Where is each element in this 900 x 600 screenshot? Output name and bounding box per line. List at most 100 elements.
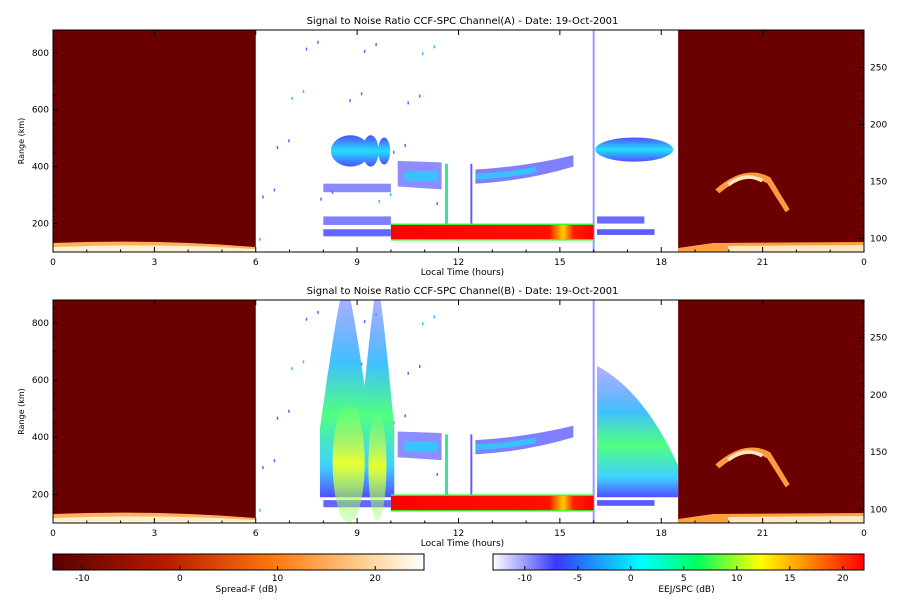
y-tick-label: 600 xyxy=(32,376,49,386)
scatter-dot xyxy=(320,197,322,201)
colorbar-tick-label: -10 xyxy=(517,574,532,584)
scatter-dot xyxy=(302,90,305,94)
scatter-dot xyxy=(433,45,435,49)
layer-afternoon-170km xyxy=(597,229,655,235)
scatter-dot xyxy=(273,459,276,463)
scatter-dot xyxy=(436,202,439,206)
colorbar-label: Spread-F (dB) xyxy=(216,585,278,595)
scatter-dot xyxy=(291,367,293,371)
vertical-marker-16h xyxy=(592,300,595,523)
x-tick-label: 18 xyxy=(656,529,668,539)
night-end-plume-core xyxy=(727,450,764,462)
colorbar-tick-label: 10 xyxy=(272,574,284,584)
y2-tick-label: 200 xyxy=(870,120,887,130)
region-night-start xyxy=(53,30,256,252)
scatter-dot xyxy=(407,101,409,105)
region-night-end xyxy=(678,30,864,252)
layer-320km xyxy=(323,183,391,193)
scatter-dot xyxy=(363,320,366,324)
colorbar-tick-label: 0 xyxy=(177,574,183,584)
scatter-dot xyxy=(433,315,435,319)
x-tick-label: 0 xyxy=(861,258,867,268)
y2-tick-label: 100 xyxy=(870,505,887,515)
layer-afternoon-170km xyxy=(597,500,655,506)
scatter-dot xyxy=(360,362,363,366)
eej-band xyxy=(390,224,594,240)
chart-title: Signal to Noise Ratio CCF-SPC Channel(A)… xyxy=(307,16,619,27)
region-night-start xyxy=(53,300,256,523)
panel-b: 0 3 6 9 12 15 18 21 0 200 400 600 800 100 150 200 250 Sig… xyxy=(17,286,887,549)
scatter-dot xyxy=(389,193,392,197)
y-tick-label: 800 xyxy=(32,319,49,329)
colorbar-tick-label: 20 xyxy=(369,574,381,584)
colorbar-eej-spc: -10 -5 0 5 10 15 20 EEJ/SPC (dB) xyxy=(492,553,865,595)
scatter-dot xyxy=(259,237,261,241)
afternoon-blob xyxy=(595,137,674,162)
scatter-dot xyxy=(262,466,264,470)
vertical-marker-11h xyxy=(444,434,448,509)
y-axis-label: Range (km) xyxy=(17,118,26,165)
scatter-dot xyxy=(392,150,395,154)
scatter-dot xyxy=(378,199,380,203)
colorbar-spread-f: -10 0 10 20 Spread-F (dB) xyxy=(52,553,425,595)
scatter-dot xyxy=(404,414,406,418)
panel-a: 0 3 6 9 12 15 18 21 0 200 400 600 800 100 150 200 250 Sig… xyxy=(17,16,887,278)
x-tick-label: 12 xyxy=(453,258,464,268)
colorbar-tick-label: 20 xyxy=(837,574,849,584)
y2-tick-label: 250 xyxy=(870,64,887,74)
x-tick-label: 3 xyxy=(152,258,158,268)
colorbar-gradient xyxy=(52,553,425,571)
midday-echo-right-core xyxy=(475,437,537,451)
eej-band xyxy=(390,495,594,511)
scatter-dot xyxy=(422,322,424,326)
vertical-marker-11h xyxy=(444,163,448,238)
scatter-dot xyxy=(317,40,319,44)
night-end-plume-core xyxy=(727,175,764,187)
scatter-dot xyxy=(349,99,351,103)
colorbar-tick-label: 10 xyxy=(731,574,743,584)
y-tick-label: 400 xyxy=(32,163,49,173)
scatter-dot xyxy=(273,188,276,192)
y-tick-label: 200 xyxy=(32,220,49,230)
scatter-dot xyxy=(262,195,264,199)
x-tick-label: 0 xyxy=(50,258,56,268)
scatter-dot xyxy=(288,409,290,413)
scatter-dot xyxy=(317,310,319,314)
region-night-end xyxy=(678,300,864,523)
x-tick-label: 12 xyxy=(453,529,464,539)
scatter-dot xyxy=(259,508,261,512)
colorbar-tick-label: 0 xyxy=(628,574,634,584)
colorbar-tick-label: 5 xyxy=(681,574,687,584)
scatter-dot xyxy=(305,47,308,51)
plume-1-core xyxy=(332,402,365,523)
y-tick-label: 200 xyxy=(32,490,49,500)
scatter-dot xyxy=(418,94,421,98)
x-tick-label: 0 xyxy=(861,529,867,539)
x-axis-label: Local Time (hours) xyxy=(421,539,504,549)
y2-tick-label: 150 xyxy=(870,448,887,458)
layer-afternoon-220km xyxy=(597,216,645,224)
scatter-dot xyxy=(291,96,293,100)
midday-echo-right-core xyxy=(475,166,537,180)
colorbar-tick-label: 15 xyxy=(784,574,795,584)
plot-area xyxy=(53,300,864,523)
vertical-marker-12h xyxy=(470,434,473,509)
vertical-marker-12h xyxy=(470,163,473,238)
scatter-dot xyxy=(331,190,334,194)
scatter-dot xyxy=(407,371,409,375)
x-tick-label: 9 xyxy=(354,258,360,268)
x-tick-label: 3 xyxy=(152,529,158,539)
chart-title: Signal to Noise Ratio CCF-SPC Channel(B)… xyxy=(307,286,619,297)
x-tick-label: 18 xyxy=(656,258,668,268)
scatter-dot xyxy=(305,317,308,321)
scatter-dot xyxy=(276,146,279,150)
scatter-dot xyxy=(288,139,290,143)
y2-tick-label: 250 xyxy=(870,334,887,344)
colorbar-label: EEJ/SPC (dB) xyxy=(658,585,714,595)
x-tick-label: 0 xyxy=(50,529,56,539)
colorbar-gradient xyxy=(492,553,865,571)
x-tick-label: 9 xyxy=(354,529,360,539)
plot-area xyxy=(53,30,864,252)
colorbar-tick-label: -10 xyxy=(75,574,90,584)
